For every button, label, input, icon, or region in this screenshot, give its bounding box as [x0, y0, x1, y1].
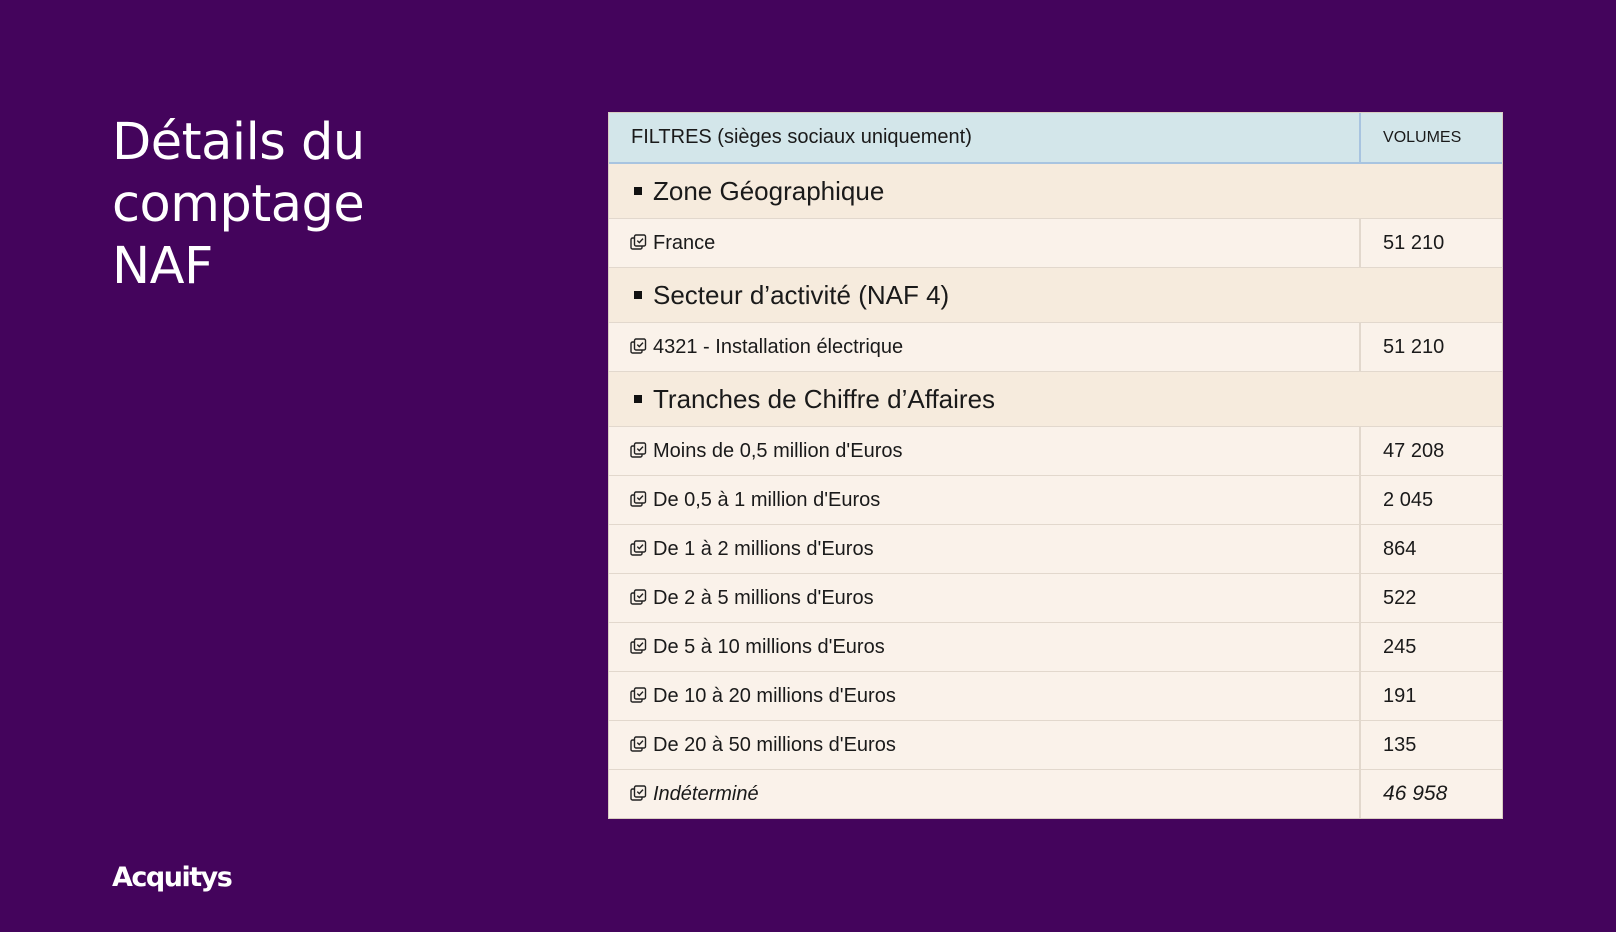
table-row: De 5 à 10 millions d'Euros 245: [609, 622, 1503, 672]
row-label: Indéterminé: [653, 769, 1361, 818]
row-volume: 245: [1359, 622, 1503, 672]
select-icon[interactable]: [609, 322, 653, 372]
row-label: De 10 à 20 millions d'Euros: [653, 671, 1361, 721]
section-label: Tranches de Chiffre d’Affaires: [653, 371, 1503, 427]
select-icon[interactable]: [609, 622, 653, 672]
section-row-secteur-activite: Secteur d’activité (NAF 4): [609, 267, 1503, 323]
row-label: France: [653, 218, 1361, 268]
select-icon[interactable]: [609, 524, 653, 574]
row-label: De 20 à 50 millions d'Euros: [653, 720, 1361, 770]
table-row: Indéterminé 46 958: [609, 769, 1503, 818]
row-volume: 522: [1359, 573, 1503, 623]
table-row: 4321 - Installation électrique 51 210: [609, 322, 1503, 372]
row-volume: 2 045: [1359, 475, 1503, 525]
brand-logo: Acquitys: [112, 862, 233, 893]
table-row: De 2 à 5 millions d'Euros 522: [609, 573, 1503, 623]
table-row: De 10 à 20 millions d'Euros 191: [609, 671, 1503, 721]
table-row: De 0,5 à 1 million d'Euros 2 045: [609, 475, 1503, 525]
row-label: 4321 - Installation électrique: [653, 322, 1361, 372]
section-label: Secteur d’activité (NAF 4): [653, 267, 1503, 323]
page-title: Détails du comptage NAF: [112, 113, 365, 296]
row-volume: 51 210: [1359, 322, 1503, 372]
header-volumes: VOLUMES: [1360, 113, 1503, 164]
section-label: Zone Géographique: [653, 163, 1503, 219]
bullet-icon: [609, 163, 653, 219]
bullet-icon: [609, 267, 653, 323]
select-icon[interactable]: [609, 573, 653, 623]
select-icon[interactable]: [609, 769, 653, 818]
row-volume: 135: [1359, 720, 1503, 770]
row-volume: 864: [1359, 524, 1503, 574]
table-row: De 20 à 50 millions d'Euros 135: [609, 720, 1503, 770]
section-row-zone-geographique: Zone Géographique: [609, 163, 1503, 219]
table-row: France 51 210: [609, 218, 1503, 268]
table-row: Moins de 0,5 million d'Euros 47 208: [609, 426, 1503, 476]
select-icon[interactable]: [609, 475, 653, 525]
row-volume: 191: [1359, 671, 1503, 721]
row-label: De 2 à 5 millions d'Euros: [653, 573, 1361, 623]
row-label: Moins de 0,5 million d'Euros: [653, 426, 1361, 476]
row-label: De 1 à 2 millions d'Euros: [653, 524, 1361, 574]
section-row-tranches-ca: Tranches de Chiffre d’Affaires: [609, 371, 1503, 427]
select-icon[interactable]: [609, 426, 653, 476]
table-header-row: FILTRES (sièges sociaux uniquement) VOLU…: [609, 113, 1503, 164]
select-icon[interactable]: [609, 218, 653, 268]
table-row: De 1 à 2 millions d'Euros 864: [609, 524, 1503, 574]
row-label: De 5 à 10 millions d'Euros: [653, 622, 1361, 672]
row-volume: 46 958: [1359, 769, 1503, 818]
select-icon[interactable]: [609, 671, 653, 721]
row-volume: 51 210: [1359, 218, 1503, 268]
header-filters: FILTRES (sièges sociaux uniquement): [609, 113, 1362, 164]
row-volume: 47 208: [1359, 426, 1503, 476]
row-label: De 0,5 à 1 million d'Euros: [653, 475, 1361, 525]
bullet-icon: [609, 371, 653, 427]
select-icon[interactable]: [609, 720, 653, 770]
filters-table: FILTRES (sièges sociaux uniquement) VOLU…: [609, 113, 1503, 818]
